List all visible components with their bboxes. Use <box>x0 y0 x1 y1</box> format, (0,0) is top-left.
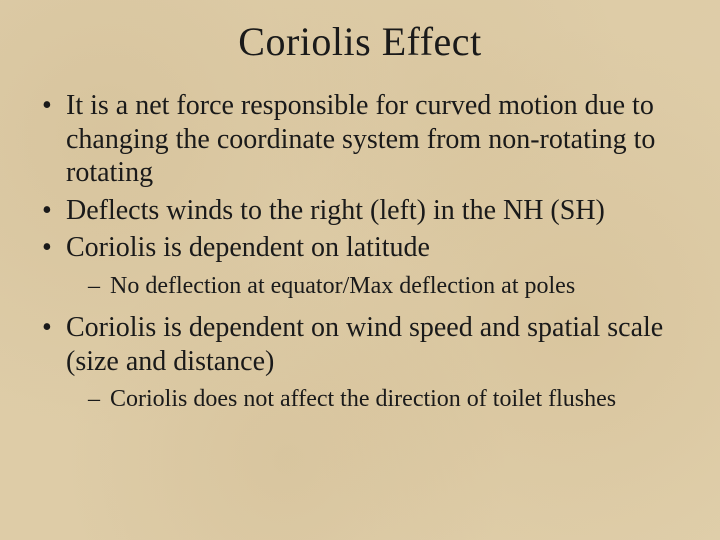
sub-bullet-list: Coriolis does not affect the direction o… <box>66 384 686 414</box>
list-item: Coriolis is dependent on latitude No def… <box>38 231 686 301</box>
sub-list-item: No deflection at equator/Max deflection … <box>88 271 686 301</box>
bullet-text: Coriolis is dependent on latitude <box>66 232 430 263</box>
slide-title: Coriolis Effect <box>24 18 696 65</box>
sub-bullet-text: No deflection at equator/Max deflection … <box>110 273 575 299</box>
bullet-text: Deflects winds to the right (left) in th… <box>66 195 605 226</box>
sub-list-item: Coriolis does not affect the direction o… <box>88 384 686 414</box>
sub-bullet-text: Coriolis does not affect the direction o… <box>110 386 616 412</box>
list-item: Coriolis is dependent on wind speed and … <box>38 311 686 414</box>
bullet-text: Coriolis is dependent on wind speed and … <box>66 312 663 377</box>
list-item: It is a net force responsible for curved… <box>38 89 686 190</box>
bullet-list: It is a net force responsible for curved… <box>24 89 696 414</box>
sub-bullet-list: No deflection at equator/Max deflection … <box>66 271 686 301</box>
list-item: Deflects winds to the right (left) in th… <box>38 194 686 228</box>
bullet-text: It is a net force responsible for curved… <box>66 90 655 188</box>
slide-container: Coriolis Effect It is a net force respon… <box>0 0 720 540</box>
